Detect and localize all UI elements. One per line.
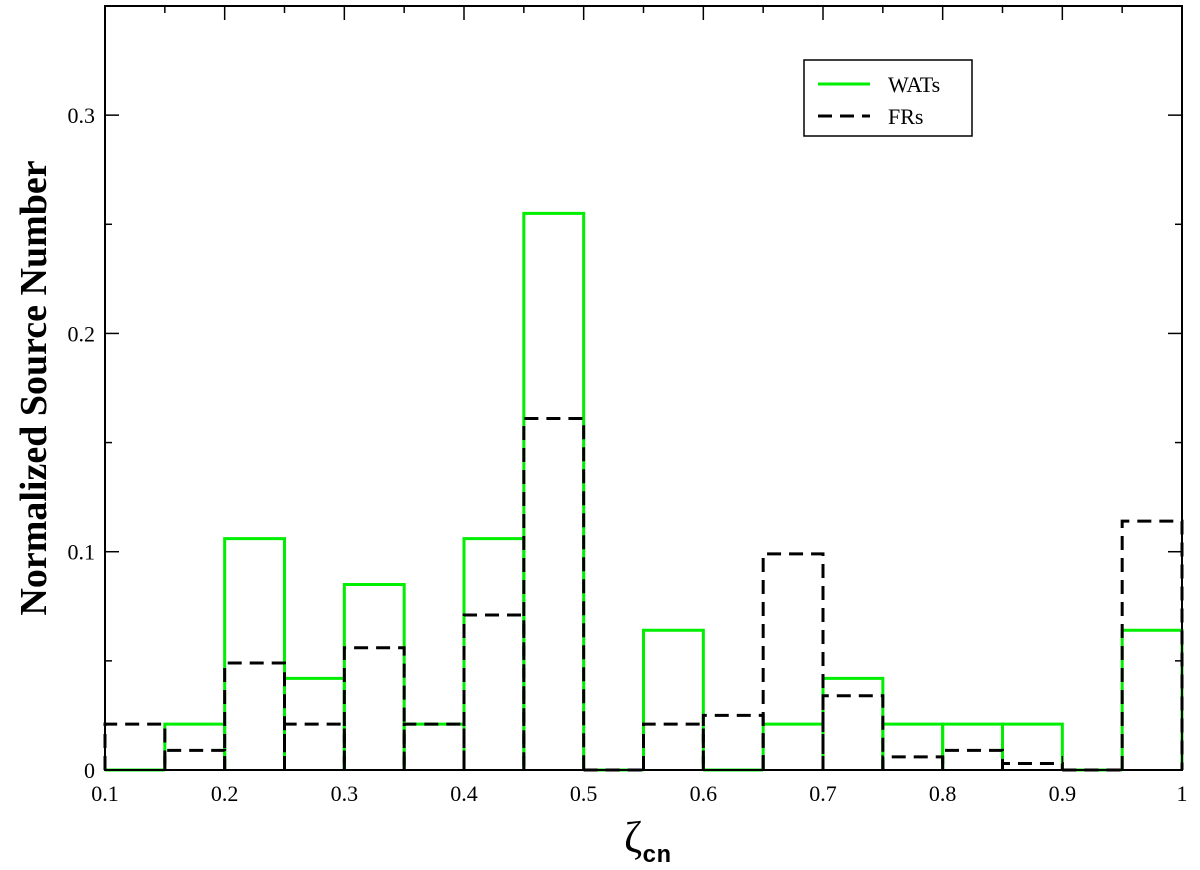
x-tick-label: 0.5 <box>570 781 598 806</box>
series-layer <box>103 211 1184 772</box>
x-tick-label: 1 <box>1177 781 1188 806</box>
bar-wats-5 <box>402 722 466 770</box>
legend: WATs FRs <box>803 59 973 137</box>
bar-wats-12 <box>821 676 885 770</box>
y-tick-label: 0.2 <box>68 321 96 346</box>
bar-frs-13 <box>881 755 945 770</box>
x-axis-label: ζcn <box>624 813 671 870</box>
bar-wats-1 <box>163 722 227 770</box>
x-tick-label: 0.1 <box>91 781 119 806</box>
x-tick-label: 0.8 <box>929 781 957 806</box>
x-tick-label: 0.3 <box>331 781 359 806</box>
bar-frs-17 <box>1120 519 1184 770</box>
bar-frs-7 <box>522 417 586 770</box>
bar-frs-14 <box>941 748 1004 770</box>
x-tick-label: 0.4 <box>450 781 478 806</box>
x-axis-label-symbol: ζ <box>624 813 642 862</box>
bar-wats-17 <box>1120 628 1184 770</box>
bar-frs-6 <box>462 613 526 770</box>
bar-frs-4 <box>342 646 406 770</box>
x-axis-label-subscript: cn <box>642 843 671 870</box>
bar-frs-2 <box>223 661 286 770</box>
bar-wats-13 <box>881 722 945 770</box>
ticks-layer: 0.1 0.2 0.3 0.4 0.5 0.6 0.7 0.8 0.9 100.10.20.3 <box>68 5 1188 806</box>
bar-frs-5 <box>402 722 466 770</box>
bar-wats-15 <box>1001 722 1064 770</box>
y-axis-label: Normalized Source Number <box>13 160 55 615</box>
x-tick-label: 0.9 <box>1049 781 1077 806</box>
bar-frs-12 <box>821 694 885 770</box>
bar-wats-6 <box>462 537 526 770</box>
bar-frs-11 <box>761 552 825 770</box>
bar-wats-11 <box>761 722 825 770</box>
legend-label-wats: WATs <box>888 72 940 97</box>
bar-wats-9 <box>642 628 705 770</box>
bar-wats-14 <box>941 722 1004 770</box>
y-tick-label: 0.1 <box>68 540 96 565</box>
x-tick-label: 0.6 <box>690 781 718 806</box>
bar-frs-9 <box>642 722 705 770</box>
bar-wats-7 <box>522 211 586 770</box>
series-wats <box>105 211 1184 772</box>
bar-frs-3 <box>283 722 346 770</box>
bar-frs-0 <box>103 722 167 770</box>
bar-wats-2 <box>223 537 286 770</box>
y-tick-label: 0.3 <box>68 103 96 128</box>
bar-frs-1 <box>163 748 227 770</box>
x-tick-label: 0.2 <box>211 781 239 806</box>
x-tick-label: 0.7 <box>809 781 837 806</box>
bar-wats-4 <box>342 582 406 770</box>
bar-frs-10 <box>701 713 765 770</box>
y-tick-label: 0 <box>84 758 95 783</box>
legend-box <box>803 59 973 137</box>
legend-label-frs: FRs <box>888 104 923 129</box>
